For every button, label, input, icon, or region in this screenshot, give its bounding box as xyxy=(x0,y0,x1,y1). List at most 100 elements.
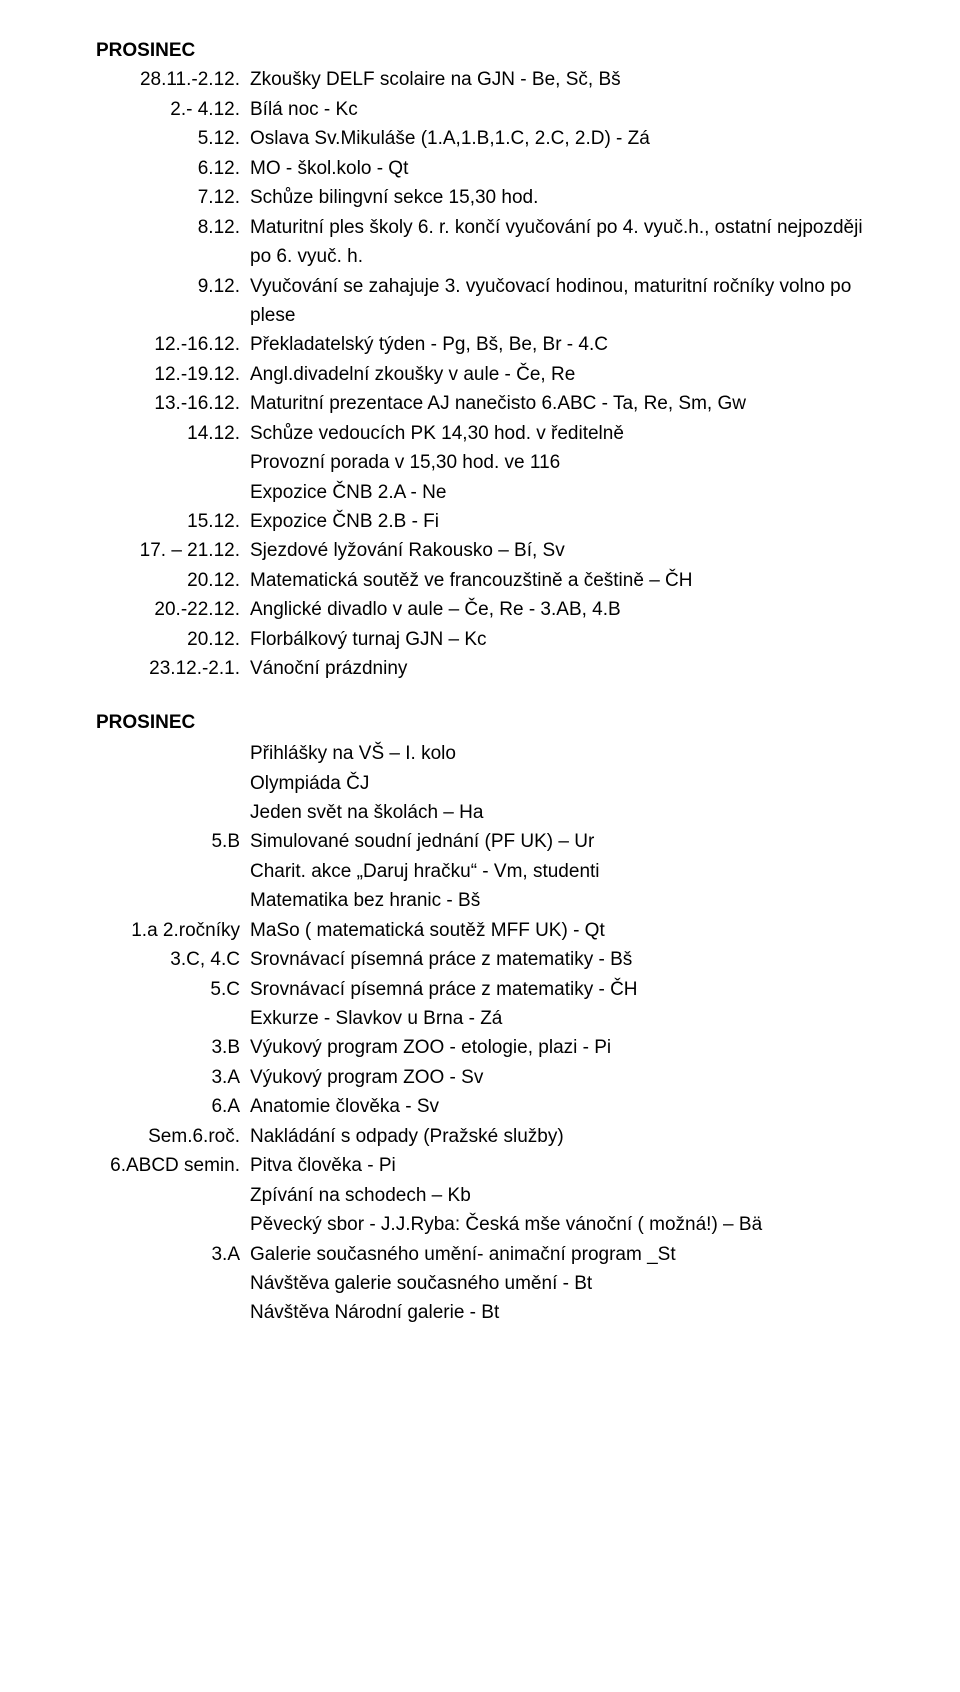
list-item: 2.- 4.12.Bílá noc - Kc xyxy=(96,95,864,124)
list-item: Matematika bez hranic - Bš xyxy=(96,886,864,915)
item-text: Maturitní prezentace AJ nanečisto 6.ABC … xyxy=(250,389,864,418)
item-date xyxy=(96,857,250,886)
item-date: 3.A xyxy=(96,1240,250,1269)
list-item: 14.12.Schůze vedoucích PK 14,30 hod. v ř… xyxy=(96,419,864,448)
item-text: Výukový program ZOO - etologie, plazi - … xyxy=(250,1033,864,1062)
item-date xyxy=(96,1210,250,1239)
list-item: 15.12.Expozice ČNB 2.B - Fi xyxy=(96,507,864,536)
item-date xyxy=(96,478,250,507)
item-date: 28.11.-2.12. xyxy=(96,65,250,94)
item-text: Zpívání na schodech – Kb xyxy=(250,1181,864,1210)
item-date: 7.12. xyxy=(96,183,250,212)
item-date: 5.12. xyxy=(96,124,250,153)
list-item: Expozice ČNB 2.A - Ne xyxy=(96,478,864,507)
item-date xyxy=(96,739,250,768)
list-item: Provozní porada v 15,30 hod. ve 116 xyxy=(96,448,864,477)
item-date: 6.ABCD semin. xyxy=(96,1151,250,1180)
list-item: 3.C, 4.CSrovnávací písemná práce z matem… xyxy=(96,945,864,974)
list-item: 3.BVýukový program ZOO - etologie, plazi… xyxy=(96,1033,864,1062)
item-date: 17. – 21.12. xyxy=(96,536,250,565)
item-text: Jeden svět na školách – Ha xyxy=(250,798,864,827)
list-item: 17. – 21.12.Sjezdové lyžování Rakousko –… xyxy=(96,536,864,565)
section-heading-1: PROSINEC xyxy=(96,36,864,65)
list-item: Charit. akce „Daruj hračku“ - Vm, studen… xyxy=(96,857,864,886)
list-item: 9.12.Vyučování se zahajuje 3. vyučovací … xyxy=(96,272,864,331)
list-item: 13.-16.12.Maturitní prezentace AJ naneči… xyxy=(96,389,864,418)
item-text: Schůze bilingvní sekce 15,30 hod. xyxy=(250,183,864,212)
item-text: Srovnávací písemná práce z matematiky - … xyxy=(250,975,864,1004)
list-item: Pěvecký sbor - J.J.Ryba: Česká mše vánoč… xyxy=(96,1210,864,1239)
list-item: 6.ABCD semin.Pitva člověka - Pi xyxy=(96,1151,864,1180)
list-item: 8.12.Maturitní ples školy 6. r. končí vy… xyxy=(96,213,864,272)
list-item: 6.AAnatomie člověka - Sv xyxy=(96,1092,864,1121)
item-date: 8.12. xyxy=(96,213,250,272)
section-heading-2: PROSINEC xyxy=(96,708,864,737)
item-date xyxy=(96,1269,250,1298)
item-date: 3.A xyxy=(96,1063,250,1092)
list-item: Zpívání na schodech – Kb xyxy=(96,1181,864,1210)
item-date: 5.C xyxy=(96,975,250,1004)
item-text: Matematika bez hranic - Bš xyxy=(250,886,864,915)
list-item: Návštěva galerie současného umění - Bt xyxy=(96,1269,864,1298)
item-text: Oslava Sv.Mikuláše (1.A,1.B,1.C, 2.C, 2.… xyxy=(250,124,864,153)
item-text: Bílá noc - Kc xyxy=(250,95,864,124)
item-date xyxy=(96,1004,250,1033)
item-text: Srovnávací písemná práce z matematiky - … xyxy=(250,945,864,974)
list-item: 1.a 2.ročníkyMaSo ( matematická soutěž M… xyxy=(96,916,864,945)
section-2-list: Přihlášky na VŠ – I. koloOlympiáda ČJJed… xyxy=(96,739,864,1328)
list-item: 5.CSrovnávací písemná práce z matematiky… xyxy=(96,975,864,1004)
item-date: 20.12. xyxy=(96,566,250,595)
list-item: Jeden svět na školách – Ha xyxy=(96,798,864,827)
item-text: Návštěva Národní galerie - Bt xyxy=(250,1298,864,1327)
item-text: Expozice ČNB 2.A - Ne xyxy=(250,478,864,507)
item-text: Výukový program ZOO - Sv xyxy=(250,1063,864,1092)
item-date xyxy=(96,769,250,798)
item-text: Angl.divadelní zkoušky v aule - Če, Re xyxy=(250,360,864,389)
item-date: 1.a 2.ročníky xyxy=(96,916,250,945)
item-text: Schůze vedoucích PK 14,30 hod. v ředitel… xyxy=(250,419,864,448)
item-text: Exkurze - Slavkov u Brna - Zá xyxy=(250,1004,864,1033)
item-date: 6.12. xyxy=(96,154,250,183)
item-date xyxy=(96,1181,250,1210)
item-text: Provozní porada v 15,30 hod. ve 116 xyxy=(250,448,864,477)
list-item: 6.12.MO - škol.kolo - Qt xyxy=(96,154,864,183)
item-text: Pitva člověka - Pi xyxy=(250,1151,864,1180)
list-item: Exkurze - Slavkov u Brna - Zá xyxy=(96,1004,864,1033)
item-date: 6.A xyxy=(96,1092,250,1121)
item-text: Zkoušky DELF scolaire na GJN - Be, Sč, B… xyxy=(250,65,864,94)
item-date xyxy=(96,1298,250,1327)
item-date xyxy=(96,798,250,827)
item-date: 3.B xyxy=(96,1033,250,1062)
item-date xyxy=(96,448,250,477)
list-item: Sem.6.roč.Nakládání s odpady (Pražské sl… xyxy=(96,1122,864,1151)
item-text: Galerie současného umění- animační progr… xyxy=(250,1240,864,1269)
list-item: 3.AGalerie současného umění- animační pr… xyxy=(96,1240,864,1269)
list-item: 12.-16.12.Překladatelský týden - Pg, Bš,… xyxy=(96,330,864,359)
item-date: 15.12. xyxy=(96,507,250,536)
item-date: 20.-22.12. xyxy=(96,595,250,624)
item-text: Maturitní ples školy 6. r. končí vyučová… xyxy=(250,213,864,272)
item-text: Anatomie člověka - Sv xyxy=(250,1092,864,1121)
list-item: 3.AVýukový program ZOO - Sv xyxy=(96,1063,864,1092)
item-text: Návštěva galerie současného umění - Bt xyxy=(250,1269,864,1298)
item-date: 2.- 4.12. xyxy=(96,95,250,124)
list-item: 20.12.Florbálkový turnaj GJN – Kc xyxy=(96,625,864,654)
item-text: Vánoční prázdniny xyxy=(250,654,864,683)
item-text: Matematická soutěž ve francouzštině a če… xyxy=(250,566,864,595)
list-item: 20.-22.12.Anglické divadlo v aule – Če, … xyxy=(96,595,864,624)
item-date: 12.-19.12. xyxy=(96,360,250,389)
item-text: Florbálkový turnaj GJN – Kc xyxy=(250,625,864,654)
item-date xyxy=(96,886,250,915)
list-item: 23.12.-2.1.Vánoční prázdniny xyxy=(96,654,864,683)
item-text: Pěvecký sbor - J.J.Ryba: Česká mše vánoč… xyxy=(250,1210,864,1239)
section-1-list: 28.11.-2.12.Zkoušky DELF scolaire na GJN… xyxy=(96,65,864,683)
item-text: MaSo ( matematická soutěž MFF UK) - Qt xyxy=(250,916,864,945)
item-date: 3.C, 4.C xyxy=(96,945,250,974)
list-item: 12.-19.12.Angl.divadelní zkoušky v aule … xyxy=(96,360,864,389)
item-text: Přihlášky na VŠ – I. kolo xyxy=(250,739,864,768)
item-text: Překladatelský týden - Pg, Bš, Be, Br - … xyxy=(250,330,864,359)
item-text: Charit. akce „Daruj hračku“ - Vm, studen… xyxy=(250,857,864,886)
list-item: 28.11.-2.12.Zkoušky DELF scolaire na GJN… xyxy=(96,65,864,94)
item-date: Sem.6.roč. xyxy=(96,1122,250,1151)
list-item: Olympiáda ČJ xyxy=(96,769,864,798)
